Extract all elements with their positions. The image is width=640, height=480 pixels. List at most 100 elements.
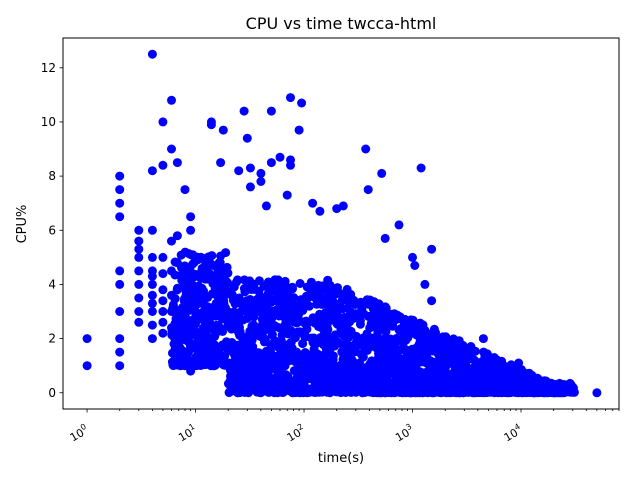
data-point-cloud xyxy=(286,325,296,335)
data-point xyxy=(410,261,420,270)
data-point-cloud xyxy=(201,331,211,341)
data-point-cloud xyxy=(267,330,277,340)
data-point-cloud xyxy=(407,326,417,336)
data-point-cloud xyxy=(301,319,311,329)
data-point-cloud xyxy=(256,305,265,315)
data-point xyxy=(115,334,125,344)
data-point-cloud xyxy=(420,328,430,338)
data-point-cloud xyxy=(288,317,298,327)
data-point xyxy=(363,185,373,195)
data-point xyxy=(147,266,157,276)
data-point-cloud xyxy=(245,352,255,362)
data-point-cloud xyxy=(279,341,289,351)
data-point-cloud xyxy=(278,279,288,289)
data-point-cloud xyxy=(448,387,458,397)
data-point-cloud xyxy=(457,363,467,373)
data-point xyxy=(147,252,157,262)
data-point-cloud xyxy=(321,324,330,333)
data-point xyxy=(115,347,125,357)
data-point-cloud xyxy=(252,387,262,397)
data-point xyxy=(158,252,168,262)
y-tick-label: 4 xyxy=(48,277,56,291)
data-point-cloud xyxy=(254,355,264,364)
data-point xyxy=(294,125,304,135)
data-point xyxy=(266,106,276,116)
data-point-cloud xyxy=(391,356,401,366)
data-point xyxy=(134,244,144,254)
data-point-cloud xyxy=(436,378,446,388)
data-point-cloud xyxy=(351,331,361,341)
data-point-cloud xyxy=(306,282,316,292)
data-point-cloud xyxy=(300,330,310,340)
data-point-cloud xyxy=(250,377,260,386)
y-tick-label: 12 xyxy=(41,61,56,75)
data-point xyxy=(380,233,390,243)
data-point-cloud xyxy=(263,317,273,327)
data-point-cloud xyxy=(477,357,487,367)
data-point xyxy=(275,152,285,162)
data-point xyxy=(234,166,244,176)
x-axis-label: time(s) xyxy=(318,451,364,466)
data-point xyxy=(134,266,144,276)
data-point-cloud xyxy=(313,357,323,367)
data-point-cloud xyxy=(525,381,535,391)
data-point-cloud xyxy=(399,316,409,326)
data-point xyxy=(158,296,168,306)
data-point-cloud xyxy=(246,281,256,291)
data-point xyxy=(147,49,157,59)
data-point-cloud xyxy=(217,264,227,274)
data-point-cloud xyxy=(273,356,283,366)
data-point xyxy=(218,125,228,135)
data-point-cloud xyxy=(235,307,245,317)
plot-frame xyxy=(62,37,620,410)
data-point-cloud xyxy=(223,286,232,296)
data-point xyxy=(147,290,157,300)
data-point-cloud xyxy=(224,358,234,368)
data-point-cloud xyxy=(197,283,207,293)
data-point-cloud xyxy=(199,292,209,302)
data-point-cloud xyxy=(358,352,368,362)
data-point-cloud xyxy=(238,315,248,325)
data-point xyxy=(186,212,196,222)
data-point xyxy=(282,190,292,200)
data-point-cloud xyxy=(353,366,363,375)
data-point-cloud xyxy=(170,294,180,304)
data-point-cloud xyxy=(206,259,216,269)
data-point xyxy=(134,252,144,262)
data-point xyxy=(242,133,252,143)
data-point-cloud xyxy=(314,287,324,297)
data-point-cloud xyxy=(263,277,273,287)
data-point-cloud xyxy=(339,359,349,369)
data-points xyxy=(82,49,602,398)
data-point-cloud xyxy=(221,248,231,258)
data-point-cloud xyxy=(504,387,514,397)
data-point-cloud xyxy=(216,324,225,334)
data-point-cloud xyxy=(355,319,365,329)
data-point-cloud xyxy=(319,352,329,362)
data-point-cloud xyxy=(457,386,467,396)
data-point-cloud xyxy=(180,300,190,310)
data-point-cloud xyxy=(390,347,400,357)
data-point-cloud xyxy=(190,360,200,370)
data-point-cloud xyxy=(262,365,272,374)
data-point-cloud xyxy=(202,323,212,333)
data-point-cloud xyxy=(362,329,372,339)
data-point-cloud xyxy=(380,380,390,390)
data-point xyxy=(286,93,295,103)
data-point-cloud xyxy=(385,366,395,376)
data-point xyxy=(115,361,125,371)
data-point xyxy=(592,388,602,398)
data-point xyxy=(416,163,426,173)
data-point-cloud xyxy=(271,322,281,331)
data-point xyxy=(266,158,276,168)
data-point-cloud xyxy=(323,367,333,376)
data-point-cloud xyxy=(326,374,336,383)
data-point-cloud xyxy=(287,282,297,292)
y-axis-label: CPU% xyxy=(15,205,30,244)
data-point-cloud xyxy=(259,337,269,347)
data-point-cloud xyxy=(538,382,548,392)
data-point-cloud xyxy=(187,286,197,296)
data-point-cloud xyxy=(489,369,499,379)
data-point xyxy=(394,220,404,230)
